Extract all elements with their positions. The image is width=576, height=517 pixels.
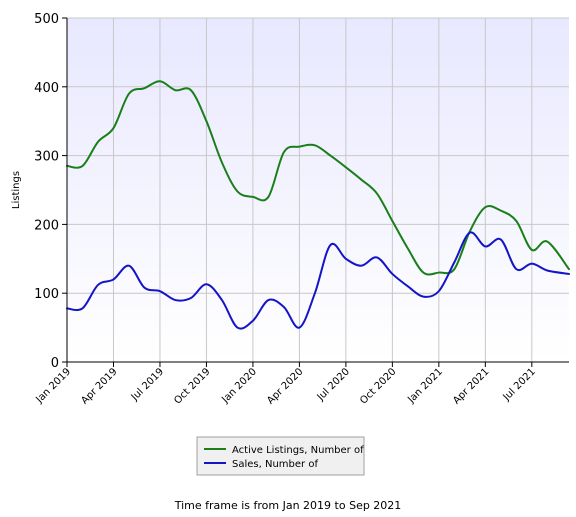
x-tick-label: Jul 2019 (129, 366, 166, 403)
x-tick-label: Oct 2019 (172, 366, 212, 406)
x-tick-label: Jul 2021 (501, 366, 538, 403)
time-frame-note: Time frame is from Jan 2019 to Sep 2021 (174, 499, 402, 512)
legend-label-active-listings: Active Listings, Number of (232, 445, 364, 456)
y-axis-ticks: 0 100 200 300 400 500 (34, 12, 67, 371)
x-tick-label: Apr 2020 (265, 366, 305, 406)
grid-lines (67, 17, 569, 362)
x-tick-label: Apr 2019 (79, 366, 119, 406)
y-tick-label: 0 (51, 356, 59, 371)
series-line-active-listings-number-of (66, 80, 570, 276)
x-axis-ticks: Jan 2019 Apr 2019 Jul 2019 Oct 2019 Jan 2020… (33, 362, 538, 407)
legend-label-sales: Sales, Number of (232, 459, 318, 470)
x-tick-label: Jan 2020 (219, 366, 259, 406)
x-tick-label: Apr 2021 (451, 366, 491, 406)
legend: Active Listings, Number of Sales, Number… (196, 436, 365, 476)
plot-area (67, 18, 569, 362)
legend-box (196, 436, 365, 476)
x-tick-label: Jan 2021 (405, 366, 445, 406)
y-axis-title: Listings (11, 171, 22, 209)
x-tick-label: Jul 2020 (315, 366, 352, 403)
y-tick-label: 200 (34, 218, 59, 233)
series-line-sales-number-of (66, 231, 570, 330)
y-tick-label: 500 (34, 12, 59, 27)
y-tick-label: 300 (34, 150, 59, 165)
series-lines (66, 80, 570, 330)
x-tick-label: Oct 2020 (358, 366, 398, 406)
y-tick-label: 100 (34, 287, 59, 302)
y-tick-label: 400 (34, 81, 59, 96)
x-tick-label: Jan 2019 (33, 366, 73, 406)
